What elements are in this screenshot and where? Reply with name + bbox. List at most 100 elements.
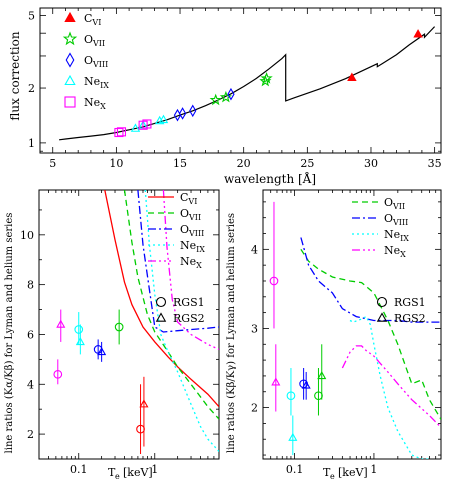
bl-xlabel-main: T: [108, 466, 116, 479]
legend-label: OVII: [180, 207, 201, 222]
bl-xlabel: T e [keV]: [108, 466, 153, 481]
bottom-right-frame: [262, 189, 442, 460]
marker-circle: [74, 325, 84, 334]
marker-triangle: [301, 380, 311, 389]
data-point: [269, 276, 279, 286]
legend-marker: [62, 31, 78, 46]
bl-xlabel-sub: e: [115, 472, 120, 481]
y-tick-label: 3: [251, 322, 258, 335]
data-point: [209, 93, 222, 106]
y-tick-label: 10: [20, 229, 34, 242]
legend-instrument-label: RGS1: [173, 296, 205, 309]
legend-marker: [64, 96, 76, 108]
marker-circle: [53, 369, 63, 379]
marker-circle: [269, 276, 279, 286]
legend-entry: NeIX: [180, 239, 205, 254]
marker-star: [62, 31, 78, 46]
legend-label: NeIX: [384, 228, 409, 243]
marker-diamond: [65, 52, 75, 68]
data-point: [74, 325, 84, 334]
marker-triangle: [64, 74, 76, 86]
br-xlabel-main: T: [323, 466, 331, 479]
top-frame: [39, 7, 442, 154]
legend-label: OVIII: [384, 212, 408, 227]
marker-triangle: [97, 346, 107, 356]
legend-label: CVI: [84, 12, 101, 27]
x-tick-label: 20: [237, 157, 251, 170]
data-point: [154, 115, 165, 125]
legend-label: OVIII: [180, 223, 204, 238]
data-point: [158, 114, 169, 124]
legend-entry: NeIX: [84, 75, 109, 90]
legend-entry: OVII: [84, 33, 105, 48]
x-tick-label: 5: [49, 157, 56, 170]
legend-entry: OVIII: [384, 212, 408, 227]
data-point: [286, 391, 296, 401]
marker-star: [209, 93, 222, 106]
top-ylabel: flux correction: [8, 31, 22, 120]
y-tick-label: 5: [28, 10, 35, 23]
x-tick-label: 25: [300, 157, 314, 170]
marker-diamond: [178, 107, 187, 120]
bottom-left-frame: [38, 189, 220, 460]
legend-instrument-label: RGS2: [173, 312, 205, 325]
data-point: [227, 87, 235, 101]
data-point: [413, 29, 423, 38]
x-tick-label: 35: [428, 157, 442, 170]
legend-label: OVIII: [84, 54, 108, 69]
model-curve: [341, 345, 441, 428]
legend-label: OVII: [84, 33, 105, 48]
data-point: [56, 319, 66, 328]
model-curve: [123, 190, 219, 420]
data-point: [271, 377, 281, 386]
y-tick-label: 2: [251, 402, 258, 415]
bl-ylabel: line ratios (Kα/Kβ) for Lyman and helium…: [4, 213, 15, 454]
legend-label: NeIX: [180, 239, 205, 254]
legend-entry: OVIII: [180, 223, 204, 238]
legend-instrument-label: RGS1: [394, 296, 426, 309]
data-point: [114, 322, 124, 332]
legend-entry: OVII: [180, 207, 201, 222]
marker-diamond: [227, 87, 235, 101]
data-point: [347, 72, 357, 82]
data-point: [116, 127, 127, 137]
legend-marker: [155, 296, 167, 308]
legend-entry: OVII: [384, 196, 405, 211]
x-tick-label: 10: [109, 157, 123, 170]
marker-diamond: [173, 108, 182, 122]
model-curve: [349, 315, 430, 459]
marker-square: [64, 96, 76, 108]
br-xlabel-unit: [keV]: [338, 466, 368, 479]
legend-entry: NeX: [84, 96, 106, 111]
legend-marker: [64, 74, 76, 86]
data-point: [130, 123, 141, 132]
marker-triangle: [376, 312, 388, 322]
data-point: [142, 119, 152, 129]
flux-correction-curve: [59, 26, 436, 141]
data-point: [260, 72, 273, 84]
data-point: [97, 346, 107, 356]
data-point: [178, 107, 187, 120]
top-xlabel: wavelength [Å]: [224, 171, 316, 186]
marker-triangle: [75, 337, 85, 346]
x-tick-label: 1: [370, 463, 377, 476]
legend-entry: NeIX: [384, 228, 409, 243]
model-curve: [162, 190, 219, 350]
y-tick-label: 6: [27, 328, 34, 341]
marker-triangle: [413, 29, 423, 38]
model-curve: [104, 190, 219, 408]
data-point: [301, 380, 311, 389]
data-point: [189, 104, 197, 118]
legend-entry: NeX: [180, 255, 202, 270]
marker-diamond: [189, 104, 197, 118]
legend-marker: [64, 11, 76, 23]
marker-circle: [286, 391, 296, 401]
marker-triangle: [154, 115, 165, 125]
y-tick-label: 8: [27, 279, 34, 292]
data-point: [114, 127, 124, 138]
y-tick-label: 4: [27, 378, 34, 391]
model-curve: [137, 190, 219, 333]
